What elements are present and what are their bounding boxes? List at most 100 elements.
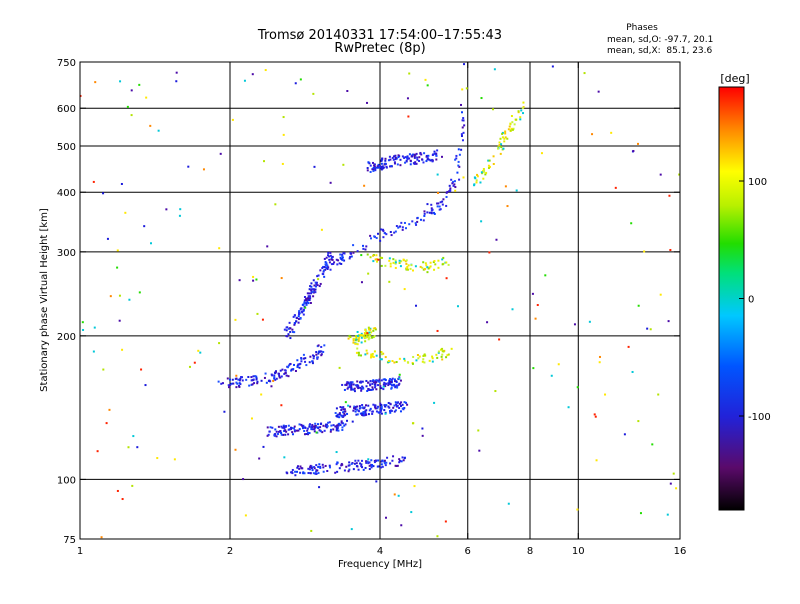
echo-dot xyxy=(308,299,311,302)
echo-dot xyxy=(392,384,395,387)
noise-dot xyxy=(231,118,234,121)
noise-dot xyxy=(126,105,129,108)
echo-dot xyxy=(437,351,440,354)
echo-dot xyxy=(456,171,459,174)
echo-dot xyxy=(383,460,386,463)
echo-dot xyxy=(367,338,370,341)
echo-dot xyxy=(368,409,371,412)
echo-dot xyxy=(433,268,436,271)
echo-dot xyxy=(336,424,339,427)
noise-dot xyxy=(477,429,480,432)
echo-dot xyxy=(509,129,512,132)
echo-dot xyxy=(365,379,368,382)
echo-dot xyxy=(337,423,340,426)
echo-dot xyxy=(504,130,507,133)
echo-dot xyxy=(397,383,400,386)
echo-dot xyxy=(388,406,391,409)
echo-dot xyxy=(343,469,346,472)
echo-dot xyxy=(345,465,348,468)
echo-dot xyxy=(390,381,393,384)
echo-dot xyxy=(353,407,356,410)
echo-dot xyxy=(309,355,312,358)
echo-dot xyxy=(297,321,300,324)
echo-dot xyxy=(280,425,283,428)
echo-dot xyxy=(375,354,378,357)
echo-dot xyxy=(276,432,279,435)
echo-dot xyxy=(415,162,418,165)
echo-dot xyxy=(380,358,383,361)
echo-dot xyxy=(396,384,399,387)
echo-dot xyxy=(302,357,305,360)
echo-dot xyxy=(390,409,393,412)
echo-dot xyxy=(450,178,453,181)
noise-dot xyxy=(360,281,363,284)
axis-ticks: 1 2 4 6 8 10 16 75 100 200 300 400 500 600 750 xyxy=(57,58,686,557)
echo-dot xyxy=(285,329,288,332)
echo-dot xyxy=(380,159,383,162)
echo-dot xyxy=(428,158,431,161)
echo-dot xyxy=(453,180,456,183)
echo-dot xyxy=(383,462,386,465)
echo-dot xyxy=(309,285,312,288)
echo-dot xyxy=(314,422,317,425)
echo-dot xyxy=(293,323,296,326)
noise-dot xyxy=(630,222,633,225)
noise-dot xyxy=(436,329,439,332)
echo-dot xyxy=(393,404,396,407)
echo-dot xyxy=(381,165,384,168)
echo-dot xyxy=(283,427,286,430)
echo-dot xyxy=(385,233,388,236)
echo-dot xyxy=(398,261,401,264)
echo-dot xyxy=(458,178,461,181)
echo-dot xyxy=(321,463,324,466)
echo-dot xyxy=(305,302,308,305)
echo-dot xyxy=(325,264,328,267)
echo-dot xyxy=(319,269,322,272)
echo-dot xyxy=(394,261,397,264)
echo-dot xyxy=(285,430,288,433)
echo-dot xyxy=(388,382,391,385)
echo-dot xyxy=(371,386,374,389)
echo-dot xyxy=(401,226,404,229)
echo-dot xyxy=(306,301,309,304)
echo-dot xyxy=(394,156,397,159)
echo-dot xyxy=(345,382,348,385)
echo-dot xyxy=(500,146,503,149)
echo-dot xyxy=(406,403,409,406)
echo-dot xyxy=(517,110,520,113)
echo-dot xyxy=(510,127,513,130)
echo-dot xyxy=(336,427,339,430)
echo-dot xyxy=(287,327,290,330)
echo-dot xyxy=(460,148,463,151)
echo-dot xyxy=(311,469,314,472)
echo-dot xyxy=(393,231,396,234)
echo-dot xyxy=(332,424,335,427)
echo-dot xyxy=(232,382,235,385)
noise-dot xyxy=(318,486,321,489)
echo-dot xyxy=(316,356,319,359)
echo-dot xyxy=(422,161,425,164)
echo-dot xyxy=(372,403,375,406)
echo-dot xyxy=(449,189,452,192)
echo-dot xyxy=(340,257,343,260)
noise-dot xyxy=(128,298,131,301)
echo-dot xyxy=(445,204,448,207)
echo-dot xyxy=(492,163,495,166)
echo-dot xyxy=(357,459,360,462)
x-tick-label: 16 xyxy=(674,546,687,557)
echo-dot xyxy=(371,336,374,339)
echo-dot xyxy=(336,461,339,464)
echo-dot xyxy=(447,353,450,356)
echo-dot xyxy=(504,136,507,139)
noise-dot xyxy=(238,279,241,282)
echo-dot xyxy=(408,157,411,160)
noise-dot xyxy=(256,312,259,315)
echo-dot xyxy=(383,459,386,462)
echo-dot xyxy=(457,148,460,151)
echo-dot xyxy=(430,203,433,206)
echo-dot xyxy=(291,431,294,434)
echo-dot xyxy=(377,384,380,387)
echo-dot xyxy=(342,252,345,255)
echo-dot xyxy=(299,362,302,365)
noise-dot xyxy=(486,321,489,324)
